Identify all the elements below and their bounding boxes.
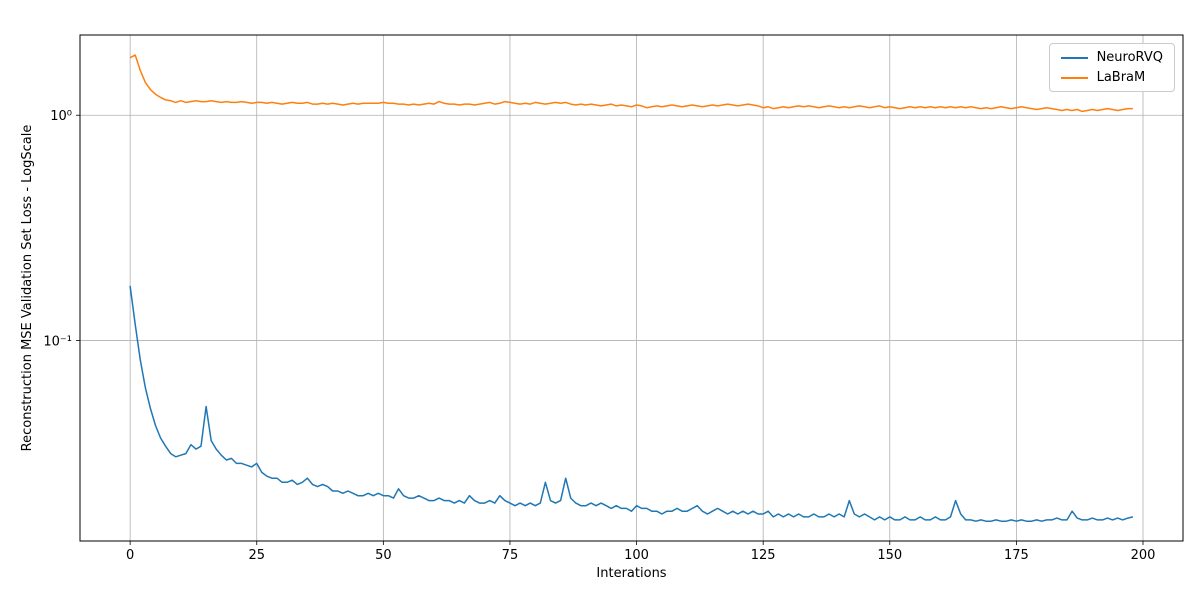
legend-line-swatch-labram xyxy=(1060,76,1088,79)
x-tick-label: 125 xyxy=(751,548,776,563)
y-tick-label: 10⁰ xyxy=(50,109,72,124)
legend-item-neurorvq: NeuroRVQ xyxy=(1060,50,1163,65)
x-tick-label: 25 xyxy=(248,548,265,563)
legend-item-labram: LaBraM xyxy=(1060,70,1163,85)
plot-border xyxy=(79,34,1184,542)
x-axis-label: Interations xyxy=(596,566,667,581)
y-tick-label: 10⁻¹ xyxy=(43,335,72,350)
x-tick-label: 200 xyxy=(1131,548,1156,563)
legend: NeuroRVQ LaBraM xyxy=(1048,43,1175,92)
x-tick-label: 175 xyxy=(1004,548,1029,563)
legend-line-swatch-neurorvq xyxy=(1060,56,1088,59)
legend-label-labram: LaBraM xyxy=(1096,70,1146,85)
x-tick-label: 150 xyxy=(877,548,902,563)
x-tick-label: 75 xyxy=(502,548,519,563)
x-tick-label: 50 xyxy=(375,548,392,563)
x-tick-label: 100 xyxy=(624,548,649,563)
series-line-labram xyxy=(129,54,1133,113)
legend-label-neurorvq: NeuroRVQ xyxy=(1096,50,1163,65)
series-line-neurorvq xyxy=(129,285,1134,522)
x-tick-label: 0 xyxy=(126,548,134,563)
y-axis-label: Reconstruction MSE Validation Set Loss -… xyxy=(20,124,35,452)
